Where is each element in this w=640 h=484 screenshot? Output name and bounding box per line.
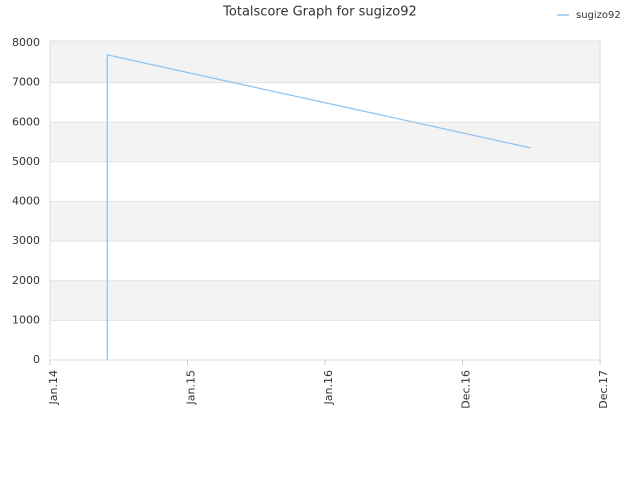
series-line	[106, 54, 532, 360]
y-tick-label: 7000	[12, 76, 40, 89]
chart-title: Totalscore Graph for sugizo92	[222, 5, 417, 20]
x-tick-label: Dec.17	[597, 370, 610, 409]
x-tick-label: Jan.15	[185, 370, 198, 405]
x-tick-label: Dec.16	[460, 370, 473, 409]
grid-band	[50, 280, 600, 321]
y-tick-label: 5000	[12, 155, 40, 168]
y-tick-label: 0	[33, 353, 40, 366]
y-tick-label: 4000	[12, 195, 40, 208]
legend-label: sugizo92	[576, 10, 621, 21]
grid-band	[50, 122, 600, 162]
y-tick-label: 6000	[12, 115, 40, 128]
x-tick-label: Jan.14	[47, 370, 60, 405]
y-tick-label: 1000	[12, 313, 40, 326]
x-tick-label: Jan.16	[322, 370, 335, 405]
y-tick-label: 8000	[12, 36, 40, 49]
y-tick-label: 2000	[12, 274, 40, 287]
y-tick-label: 3000	[12, 234, 40, 247]
grid-band	[50, 43, 600, 83]
grid-band	[50, 201, 600, 242]
